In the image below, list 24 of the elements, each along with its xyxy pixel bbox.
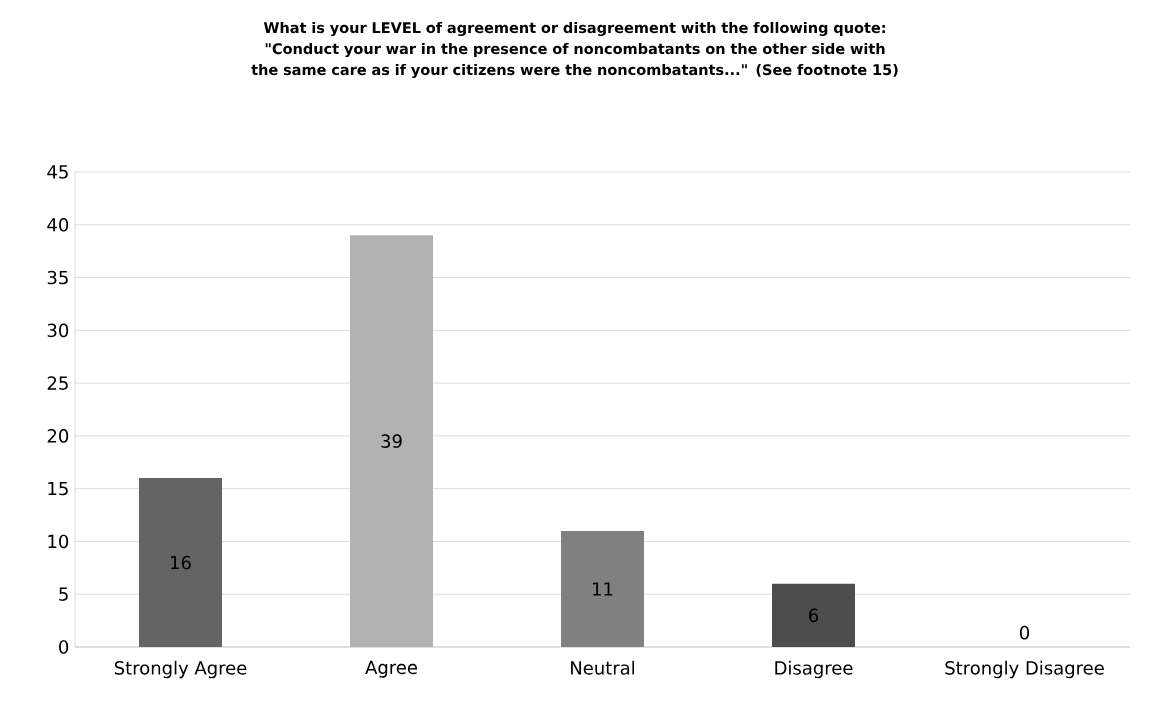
y-tick-label: 35 [47,270,68,285]
y-tick-label: 20 [47,429,69,443]
x-tick-label: Agree [365,660,418,678]
y-tick-label: 30 [47,323,69,338]
y-tick-label: 5 [59,587,68,601]
chart-title: What is your LEVEL of agreement or disagreement with the following quote: "Conduct your war in the presence of noncombatants on the other side with the same care as if your citizens were the noncombatants..." (See footnote 15) [251,21,898,79]
data-label: 6 [809,608,819,623]
bar [561,530,645,647]
data-label: 0 [1019,625,1030,640]
bar [139,478,222,647]
y-tick-label: 45 [47,165,68,179]
y-tick-label: 0 [59,640,69,654]
y-tick-label: 40 [47,217,69,232]
data-label: 16 [171,555,191,570]
bar [772,583,856,647]
x-tick-label: Disagree [775,660,853,679]
y-tick-label: 10 [48,534,69,549]
x-tick-label: Neutral [571,660,635,675]
x-tick-label: Strongly Disagree [945,660,1104,679]
y-tick-label: 15 [48,481,68,496]
x-tick-label: Strongly Agree [114,660,247,679]
data-label: 39 [381,434,402,448]
y-tick-label: 25 [47,376,68,390]
data-label: 11 [593,582,613,596]
